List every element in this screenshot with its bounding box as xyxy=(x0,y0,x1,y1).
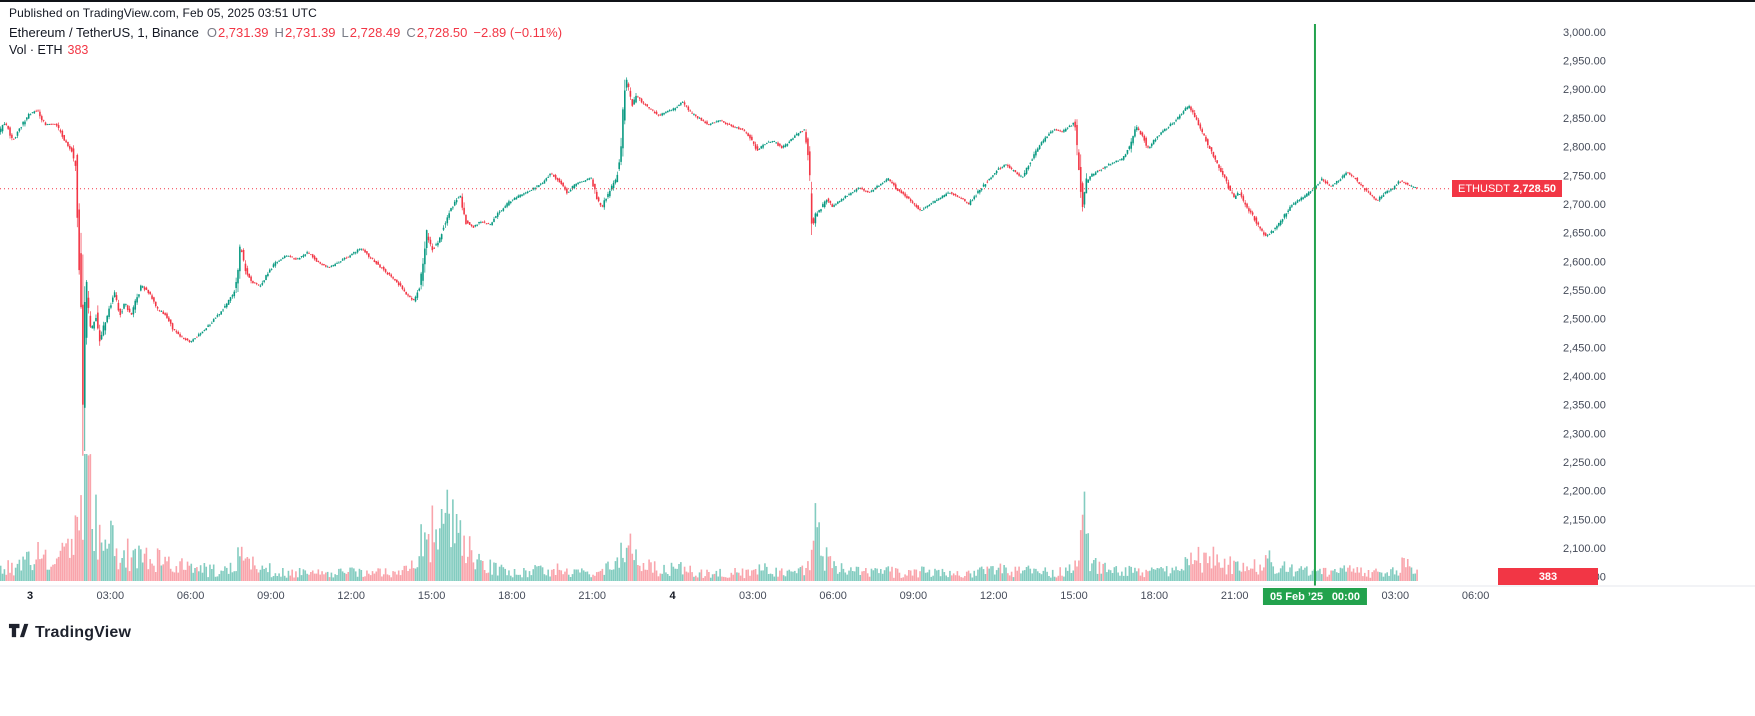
ohlc-close-label: C xyxy=(406,25,416,40)
session-badge-date: 05 Feb ’25 xyxy=(1270,591,1323,603)
price-tick-label: 2,200.00 xyxy=(1563,486,1606,498)
time-tick-label: 06:00 xyxy=(177,590,205,602)
candle-bodies-down xyxy=(5,83,1418,405)
price-tick-label: 2,400.00 xyxy=(1563,371,1606,383)
volume-legend-value: 383 xyxy=(67,43,89,57)
time-tick-label: 03:00 xyxy=(1382,590,1410,602)
price-tick-label: 2,650.00 xyxy=(1563,228,1606,240)
time-tick-label: 15:00 xyxy=(1060,590,1088,602)
badge-price: 2,728.50 xyxy=(1513,183,1556,195)
price-tick-label: 2,900.00 xyxy=(1563,84,1606,96)
time-tick-label: 12:00 xyxy=(337,590,365,602)
time-tick-label: 09:00 xyxy=(900,590,928,602)
volume-badge-value: 383 xyxy=(1539,571,1557,583)
candle-wicks-up xyxy=(0,77,1416,451)
volume-legend-label[interactable]: Vol · ETH xyxy=(9,43,63,57)
price-tick-label: 2,950.00 xyxy=(1563,56,1606,68)
session-date-badge: 05 Feb ’25 00:00 xyxy=(1262,588,1367,605)
tradingview-wordmark[interactable]: TradingView xyxy=(35,624,132,641)
price-tick-label: 2,300.00 xyxy=(1563,428,1606,440)
badge-symbol: ETHUSDT xyxy=(1458,183,1510,195)
chart-plot-area[interactable] xyxy=(0,77,1418,581)
price-tick-label: 2,850.00 xyxy=(1563,113,1606,125)
session-badge-time: 00:00 xyxy=(1332,591,1360,603)
price-tick-label: 2,600.00 xyxy=(1563,256,1606,268)
price-tick-label: 2,700.00 xyxy=(1563,199,1606,211)
time-tick-label: 03:00 xyxy=(97,590,125,602)
ohlc-open-label: O xyxy=(206,25,217,40)
ohlc-low: L2,728.49 xyxy=(342,25,401,40)
price-tick-label: 2,150.00 xyxy=(1563,514,1606,526)
price-axis[interactable]: 3,000.00 2,950.00 2,900.00 2,850.00 2,800.00… xyxy=(1563,27,1606,584)
volume-bars-down xyxy=(5,454,1418,581)
price-tick-label: 2,800.00 xyxy=(1563,142,1606,154)
ohlc-open: O2,731.39 xyxy=(207,25,269,40)
time-axis[interactable]: 3 03:00 06:00 09:00 12:00 15:00 18:00 21:00 4 03:… xyxy=(27,590,1489,602)
change-value: −2.89 (−0.11%) xyxy=(473,25,563,40)
legend-volume-row: Vol · ETH 383 xyxy=(9,43,562,57)
last-price-badge: ETHUSDT 2,728.50 xyxy=(1452,180,1562,197)
price-tick-label: 2,250.00 xyxy=(1563,457,1606,469)
ohlc-low-label: L xyxy=(341,25,349,40)
time-tick-label: 18:00 xyxy=(1141,590,1169,602)
time-tick-label: 18:00 xyxy=(498,590,526,602)
footer-brand-bar: TradingView xyxy=(8,620,131,646)
volume-value-badge: 383 xyxy=(1498,568,1598,585)
ohlc-high-value: 2,731.39 xyxy=(284,25,336,40)
price-tick-label: 2,750.00 xyxy=(1563,170,1606,182)
ohlc-open-value: 2,731.39 xyxy=(217,25,269,40)
time-tick-day-label: 3 xyxy=(27,590,33,602)
time-tick-label: 15:00 xyxy=(418,590,446,602)
top-border xyxy=(0,0,1755,2)
tradingview-logo-icon[interactable] xyxy=(8,620,29,646)
time-tick-label: 03:00 xyxy=(739,590,767,602)
symbol-title[interactable]: Ethereum / TetherUS, 1, Binance xyxy=(9,25,199,40)
price-tick-label: 2,500.00 xyxy=(1563,314,1606,326)
time-tick-label: 21:00 xyxy=(578,590,606,602)
time-tick-label: 12:00 xyxy=(980,590,1008,602)
time-tick-label: 21:00 xyxy=(1221,590,1249,602)
chart-legend: Ethereum / TetherUS, 1, Binance O2,731.39… xyxy=(9,25,562,57)
ohlc-high-label: H xyxy=(274,25,284,40)
price-tick-label: 2,350.00 xyxy=(1563,400,1606,412)
ohlc-close-value: 2,728.50 xyxy=(416,25,468,40)
time-tick-day-label: 4 xyxy=(669,590,676,602)
ohlc-low-value: 2,728.49 xyxy=(349,25,401,40)
time-tick-label: 06:00 xyxy=(819,590,847,602)
price-tick-label: 2,550.00 xyxy=(1563,285,1606,297)
legend-main-row: Ethereum / TetherUS, 1, Binance O2,731.39… xyxy=(9,25,562,40)
time-tick-label: 09:00 xyxy=(257,590,285,602)
candle-bodies-up xyxy=(0,79,1417,408)
ohlc-high: H2,731.39 xyxy=(275,25,336,40)
volume-bars-up xyxy=(0,454,1417,581)
time-tick-label: 06:00 xyxy=(1462,590,1490,602)
price-tick-label: 2,450.00 xyxy=(1563,342,1606,354)
tradingview-logo-glyph xyxy=(8,623,29,638)
published-caption: Published on TradingView.com, Feb 05, 20… xyxy=(9,6,317,20)
ohlc-close: C2,728.50 xyxy=(406,25,467,40)
price-tick-label: 3,000.00 xyxy=(1563,27,1606,39)
price-tick-label: 2,100.00 xyxy=(1563,543,1606,555)
